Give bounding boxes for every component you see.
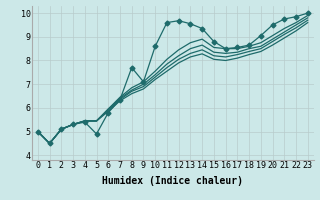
X-axis label: Humidex (Indice chaleur): Humidex (Indice chaleur): [102, 176, 243, 186]
